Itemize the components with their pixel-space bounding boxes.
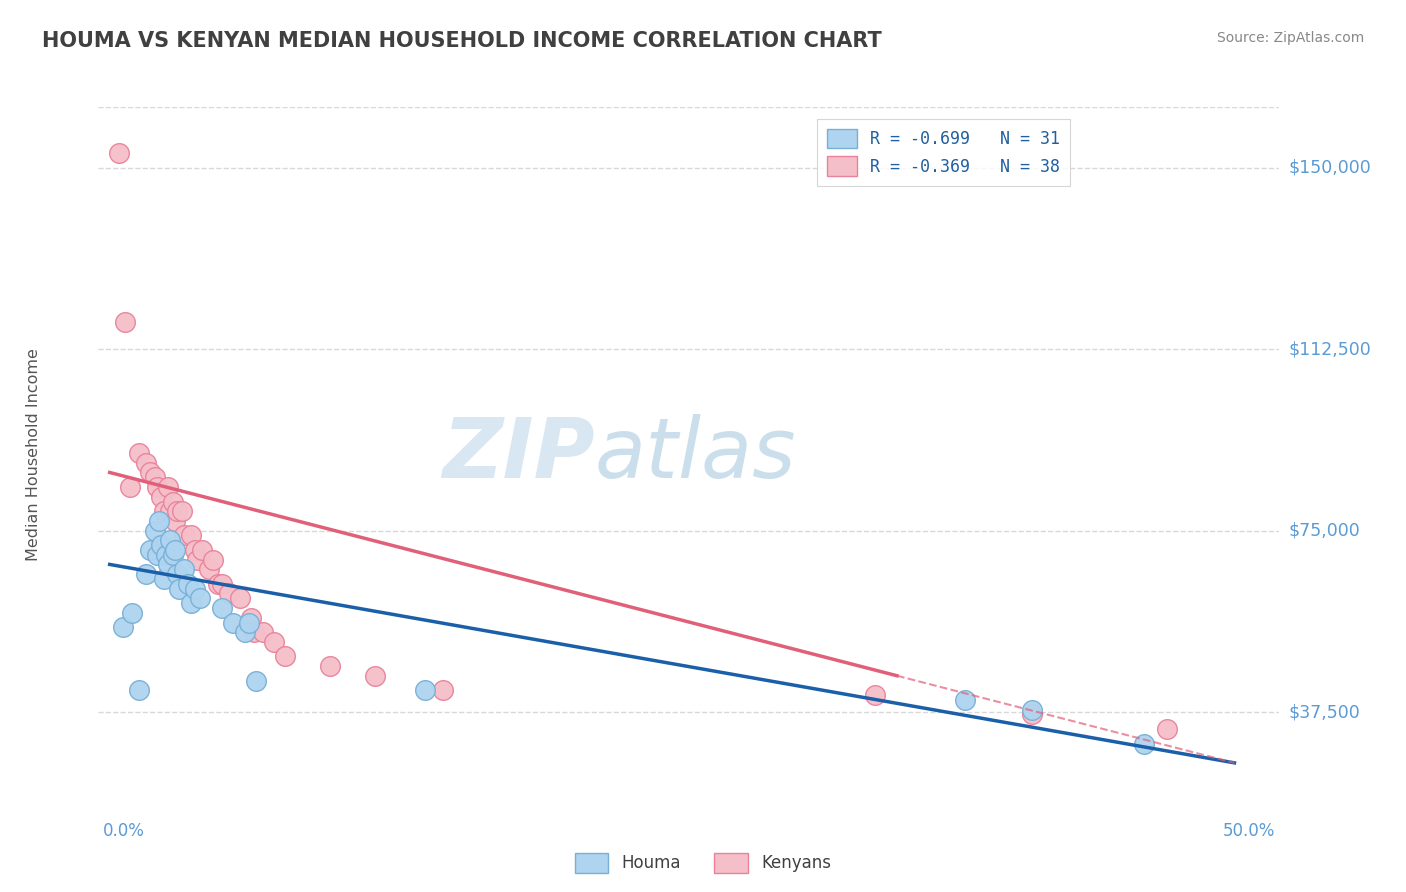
Text: $112,500: $112,500 bbox=[1288, 340, 1371, 358]
Point bbox=[953, 693, 976, 707]
Point bbox=[222, 615, 245, 630]
Point bbox=[155, 548, 177, 562]
Text: $150,000: $150,000 bbox=[1288, 159, 1371, 177]
Point bbox=[170, 504, 193, 518]
Point bbox=[211, 601, 233, 615]
Point bbox=[163, 514, 186, 528]
Point bbox=[1021, 707, 1043, 722]
Point bbox=[114, 315, 136, 329]
Point bbox=[169, 582, 191, 596]
Point bbox=[180, 528, 202, 542]
Point bbox=[218, 586, 240, 600]
Point bbox=[162, 494, 184, 508]
Point bbox=[263, 635, 285, 649]
Text: Median Household Income: Median Household Income bbox=[25, 349, 41, 561]
Point bbox=[150, 490, 173, 504]
Point bbox=[146, 548, 169, 562]
Point bbox=[432, 683, 454, 698]
Point bbox=[413, 683, 436, 698]
Legend: Houma, Kenyans: Houma, Kenyans bbox=[568, 847, 838, 880]
Point bbox=[238, 615, 260, 630]
Legend: R = -0.699   N = 31, R = -0.369   N = 38: R = -0.699 N = 31, R = -0.369 N = 38 bbox=[817, 119, 1070, 186]
Point bbox=[159, 504, 181, 518]
Point bbox=[157, 480, 180, 494]
Text: 50.0%: 50.0% bbox=[1223, 822, 1275, 840]
Point bbox=[173, 562, 195, 576]
Point bbox=[863, 688, 886, 702]
Point bbox=[242, 625, 264, 640]
Point bbox=[1021, 703, 1043, 717]
Text: HOUMA VS KENYAN MEDIAN HOUSEHOLD INCOME CORRELATION CHART: HOUMA VS KENYAN MEDIAN HOUSEHOLD INCOME … bbox=[42, 31, 882, 51]
Point bbox=[188, 591, 211, 606]
Text: $75,000: $75,000 bbox=[1288, 522, 1360, 540]
Point bbox=[157, 558, 180, 572]
Text: $37,500: $37,500 bbox=[1288, 703, 1360, 721]
Point bbox=[148, 514, 170, 528]
Point bbox=[152, 504, 174, 518]
Point bbox=[135, 456, 157, 470]
Point bbox=[211, 576, 233, 591]
Point bbox=[184, 542, 207, 557]
Point bbox=[197, 562, 219, 576]
Point bbox=[1156, 722, 1178, 736]
Point bbox=[202, 552, 225, 566]
Text: Source: ZipAtlas.com: Source: ZipAtlas.com bbox=[1216, 31, 1364, 45]
Point bbox=[128, 683, 150, 698]
Point bbox=[364, 669, 387, 683]
Point bbox=[207, 576, 229, 591]
Point bbox=[229, 591, 252, 606]
Point bbox=[128, 446, 150, 460]
Point bbox=[233, 625, 256, 640]
Point bbox=[107, 146, 129, 161]
Point bbox=[143, 470, 166, 484]
Point bbox=[162, 548, 184, 562]
Point bbox=[186, 552, 208, 566]
Point bbox=[166, 504, 188, 518]
Point bbox=[139, 466, 162, 480]
Point bbox=[166, 567, 188, 582]
Point bbox=[240, 610, 263, 624]
Point bbox=[139, 542, 162, 557]
Text: atlas: atlas bbox=[595, 415, 796, 495]
Point bbox=[163, 542, 186, 557]
Point bbox=[152, 572, 174, 586]
Point bbox=[143, 524, 166, 538]
Point bbox=[274, 649, 297, 664]
Point bbox=[112, 620, 135, 634]
Point bbox=[191, 542, 214, 557]
Point bbox=[319, 659, 342, 673]
Point bbox=[245, 673, 267, 688]
Point bbox=[173, 528, 195, 542]
Point bbox=[177, 576, 200, 591]
Point bbox=[135, 567, 157, 582]
Point bbox=[146, 480, 169, 494]
Point bbox=[184, 582, 207, 596]
Point bbox=[180, 596, 202, 610]
Point bbox=[121, 606, 143, 620]
Text: 0.0%: 0.0% bbox=[103, 822, 145, 840]
Point bbox=[118, 480, 141, 494]
Point bbox=[252, 625, 274, 640]
Text: ZIP: ZIP bbox=[441, 415, 595, 495]
Point bbox=[150, 538, 173, 552]
Point bbox=[1133, 737, 1156, 751]
Point bbox=[159, 533, 181, 548]
